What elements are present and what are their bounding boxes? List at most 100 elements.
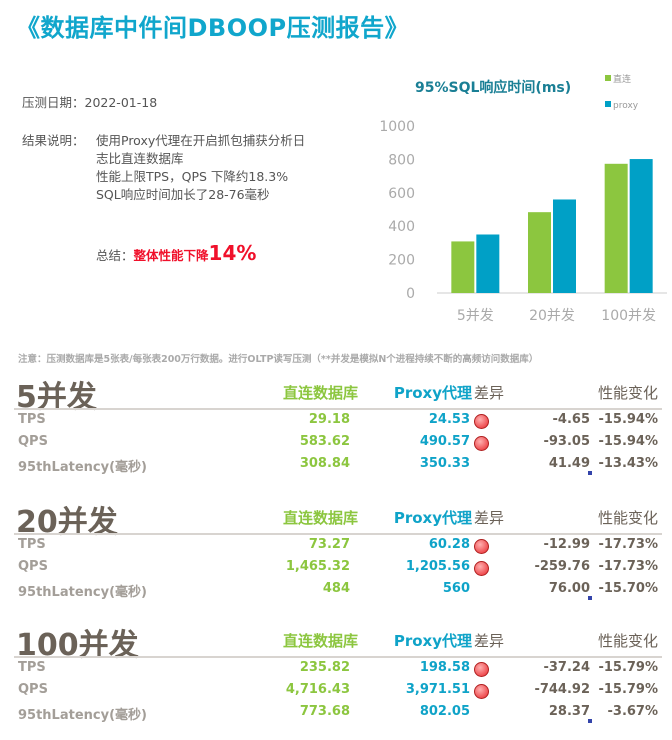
diff-value: -12.99 — [543, 537, 590, 552]
y-tick-label: 400 — [388, 219, 415, 235]
metric-label: QPS — [18, 559, 48, 574]
change-value: -13.43% — [598, 456, 658, 471]
alert-dot-icon — [474, 414, 489, 429]
direct-value: 235.82 — [299, 660, 350, 675]
header-proxy: Proxy代理 — [393, 632, 472, 650]
cell-marker-icon — [588, 596, 592, 600]
result-line: 志比直连数据库 — [96, 151, 184, 166]
proxy-value: 802.05 — [419, 704, 470, 719]
summary: 总结：整体性能下降14% — [96, 243, 256, 265]
change-value: -17.73% — [598, 537, 658, 552]
page-title: 《数据库中件间DBOOP压测报告》 — [16, 14, 410, 42]
header-proxy: Proxy代理 — [393, 384, 472, 402]
header-diff: 差异 — [474, 384, 505, 402]
table-row: 95thLatency(毫秒) 484 560 76.00 -15.70% — [0, 581, 672, 603]
metric-label: TPS — [18, 660, 46, 675]
alert-dot-icon — [474, 436, 489, 451]
change-value: -15.94% — [598, 434, 658, 449]
direct-value: 308.84 — [299, 456, 350, 471]
proxy-value: 24.53 — [428, 412, 470, 427]
direct-value: 484 — [322, 581, 350, 596]
summary-text: 整体性能下降 — [133, 248, 209, 263]
test-date: 压测日期：2022-01-18 — [22, 95, 158, 110]
legend-swatch — [605, 101, 611, 107]
proxy-value: 198.58 — [419, 660, 470, 675]
header-change: 性能变化 — [597, 632, 658, 650]
bar-proxy — [553, 199, 576, 293]
result-line: SQL响应时间加长了28-76毫秒 — [96, 187, 270, 202]
proxy-value: 3,971.51 — [405, 682, 470, 697]
diff-value: -93.05 — [543, 434, 590, 449]
change-value: -17.73% — [598, 559, 658, 574]
y-tick-label: 800 — [388, 152, 415, 168]
change-value: -15.94% — [598, 412, 658, 427]
cell-marker-icon — [588, 719, 592, 723]
metric-label: 95thLatency(毫秒) — [18, 460, 147, 475]
table-row: TPS 29.18 24.53 -4.65 -15.94% — [0, 412, 672, 434]
header-change: 性能变化 — [597, 384, 658, 402]
header-diff: 差异 — [474, 632, 505, 650]
legend-swatch — [605, 75, 611, 81]
diff-value: -744.92 — [534, 682, 590, 697]
test-note: 注意：压测数据库是5张表/每张表200万行数据。进行OLTP读写压测（**并发是… — [18, 354, 539, 365]
legend-label: 直连 — [613, 73, 631, 85]
latency-chart: 95%SQL响应时间(ms) 直连 proxy 0 200 400 600 800 1000 5并… — [380, 73, 667, 324]
metric-label: QPS — [18, 682, 48, 697]
x-tick-label: 100并发 — [601, 308, 656, 324]
table-row: 95thLatency(毫秒) 773.68 802.05 28.37 -3.6… — [0, 704, 672, 726]
divider — [14, 533, 662, 535]
alert-dot-icon — [474, 684, 489, 699]
bar-direct — [604, 163, 628, 293]
cell-marker-icon — [588, 471, 592, 475]
header-direct: 直连数据库 — [282, 384, 358, 402]
x-tick-label: 20并发 — [529, 308, 575, 324]
change-value: -15.79% — [598, 682, 658, 697]
y-tick-label: 1000 — [380, 119, 415, 135]
diff-value: 28.37 — [548, 704, 590, 719]
header-diff: 差异 — [474, 509, 505, 527]
header-direct: 直连数据库 — [282, 632, 358, 650]
bar-proxy — [629, 159, 653, 293]
section-2: 100并发 直连数据库 Proxy代理 差异 性能变化 TPS 235.82 1… — [0, 620, 672, 740]
header-proxy: Proxy代理 — [393, 509, 472, 527]
direct-value: 29.18 — [308, 412, 350, 427]
diff-value: 41.49 — [548, 456, 590, 471]
diff-value: -37.24 — [543, 660, 590, 675]
diff-value: -259.76 — [534, 559, 590, 574]
alert-dot-icon — [474, 662, 489, 677]
y-tick-label: 200 — [388, 253, 415, 269]
y-tick-label: 0 — [406, 286, 415, 302]
direct-value: 4,716.43 — [285, 682, 350, 697]
chart-title: 95%SQL响应时间(ms) — [415, 79, 571, 96]
table-row: QPS 583.62 490.57 -93.05 -15.94% — [0, 434, 672, 456]
direct-value: 1,465.32 — [285, 559, 350, 574]
proxy-value: 60.28 — [428, 537, 470, 552]
change-value: -3.67% — [607, 704, 659, 719]
metric-label: 95thLatency(毫秒) — [18, 585, 147, 600]
result-description: 使用Proxy代理在开启抓包捕获分析日 志比直连数据库 性能上限TPS，QPS … — [96, 132, 305, 204]
result-line: 使用Proxy代理在开启抓包捕获分析日 — [96, 133, 306, 148]
section-1: 20并发 直连数据库 Proxy代理 差异 性能变化 TPS 73.27 60.… — [0, 497, 672, 617]
result-label: 结果说明： — [22, 133, 85, 148]
table-row: QPS 4,716.43 3,971.51 -744.92 -15.79% — [0, 682, 672, 704]
y-tick-label: 600 — [388, 186, 415, 202]
header-change: 性能变化 — [597, 509, 658, 527]
diff-value: -4.65 — [552, 412, 590, 427]
table-row: TPS 235.82 198.58 -37.24 -15.79% — [0, 660, 672, 682]
x-tick-label: 5并发 — [457, 308, 494, 324]
bar-proxy — [476, 234, 500, 293]
metric-label: 95thLatency(毫秒) — [18, 708, 147, 723]
metric-label: TPS — [18, 412, 46, 427]
bar-direct — [451, 241, 475, 293]
proxy-value: 490.57 — [419, 434, 470, 449]
divider — [14, 408, 662, 410]
direct-value: 73.27 — [308, 537, 350, 552]
legend-label: proxy — [613, 101, 639, 111]
summary-label: 总结： — [96, 248, 134, 263]
table-row: 95thLatency(毫秒) 308.84 350.33 41.49 -13.… — [0, 456, 672, 478]
metric-label: QPS — [18, 434, 48, 449]
change-value: -15.79% — [598, 660, 658, 675]
alert-dot-icon — [474, 539, 489, 554]
result-line: 性能上限TPS，QPS 下降约18.3% — [96, 169, 289, 184]
proxy-value: 1,205.56 — [405, 559, 470, 574]
